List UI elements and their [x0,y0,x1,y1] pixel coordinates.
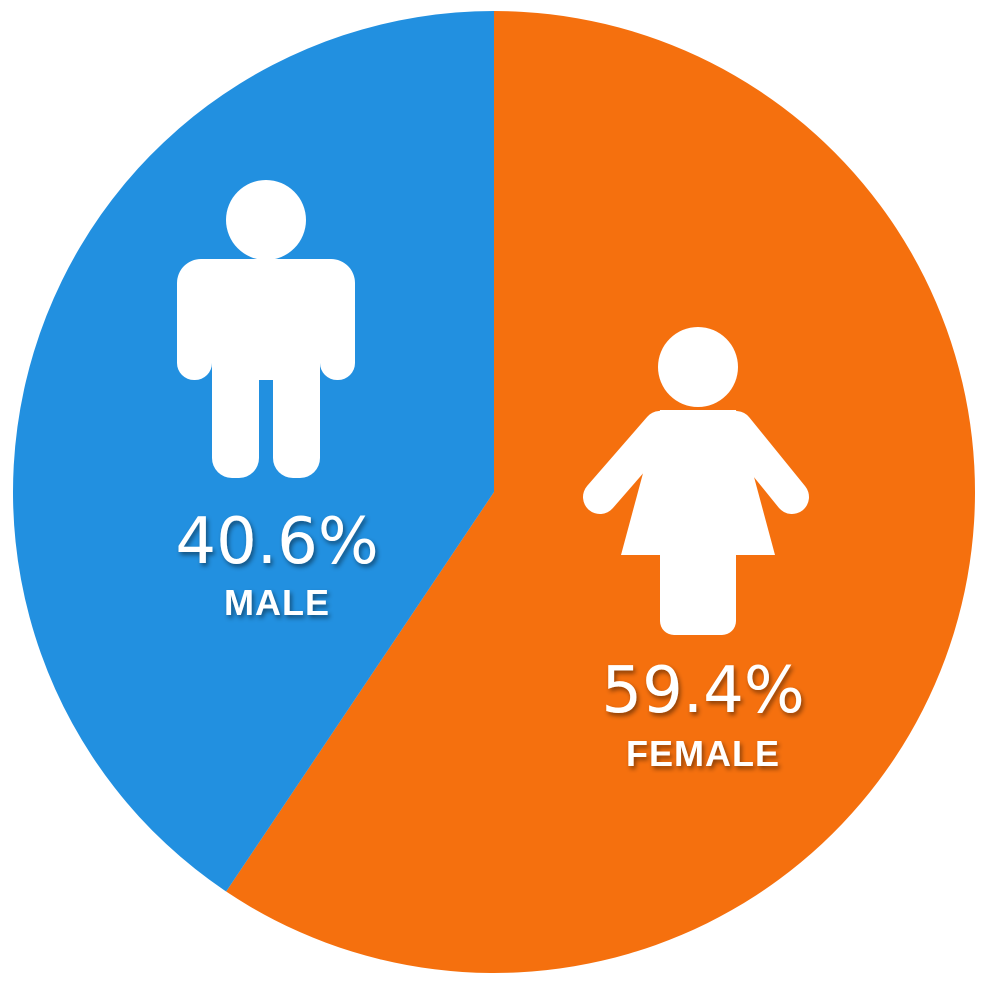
male-person-icon [177,180,355,478]
female-category-label: FEMALE [626,733,780,774]
female-percent-label: 59.4% [601,654,804,728]
male-percent-label: 40.6% [175,505,378,579]
female-person-icon [583,327,809,635]
male-category-label: MALE [224,582,330,623]
